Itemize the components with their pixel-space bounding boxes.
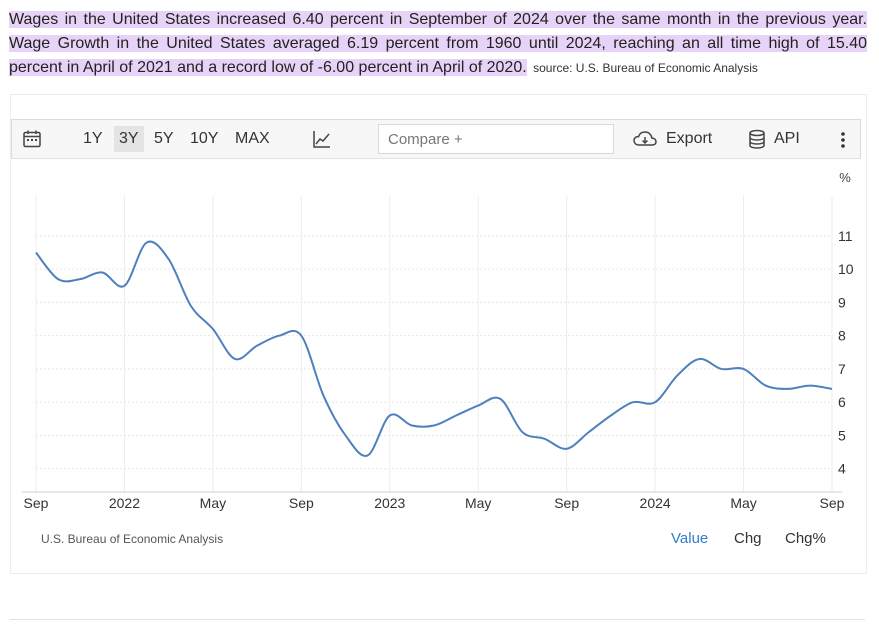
x-tick-label: 2024	[640, 495, 671, 511]
y-tick-label: 9	[838, 294, 846, 310]
cloud-download-icon[interactable]	[632, 129, 658, 149]
y-tick-label: 10	[838, 261, 854, 277]
y-tick-label: 7	[838, 361, 846, 377]
range-max-button[interactable]: MAX	[235, 130, 270, 147]
range-10y-button[interactable]: 10Y	[190, 130, 219, 147]
compare-input[interactable]	[378, 124, 614, 154]
x-tick-label: 2022	[109, 495, 140, 511]
range-3y-button[interactable]: 3Y	[114, 126, 144, 152]
tab-value[interactable]: Value	[671, 530, 709, 547]
database-icon[interactable]	[747, 129, 767, 150]
line-chart: % 4 5 6 7 8 9 10 11 Sep 2022 May Sep 2023 May Sep 2024…	[22, 170, 854, 511]
footer-source: U.S. Bureau of Economic Analysis	[41, 532, 224, 546]
y-axis-ticks: 4 5 6 7 8 9 10 11	[838, 228, 854, 477]
more-options-icon[interactable]	[838, 130, 848, 150]
series-line	[35, 240, 833, 457]
x-axis-ticks: Sep 2022 May Sep 2023 May Sep 2024 May Sep	[24, 495, 845, 511]
x-tick-label: May	[465, 495, 491, 511]
y-tick-label: 5	[838, 427, 846, 443]
chart-toolbar: 1Y 3Y 5Y 10Y MAX Export API	[11, 119, 861, 159]
x-tick-label: May	[730, 495, 756, 511]
calendar-icon[interactable]	[22, 129, 42, 149]
tab-chg[interactable]: Chg	[734, 530, 762, 547]
range-1y-button[interactable]: 1Y	[83, 130, 103, 147]
summary-text: Wages in the United States increased 6.4…	[9, 11, 867, 76]
y-tick-label: 4	[838, 461, 846, 477]
x-tick-label: Sep	[554, 495, 579, 511]
y-unit-label: %	[839, 170, 851, 185]
range-5y-button[interactable]: 5Y	[154, 130, 174, 147]
x-tick-label: Sep	[289, 495, 314, 511]
next-section-card	[10, 619, 865, 640]
summary-source: source: U.S. Bureau of Economic Analysis	[533, 61, 758, 75]
chart-grid	[22, 196, 842, 493]
y-tick-label: 6	[838, 394, 846, 410]
api-button[interactable]: API	[774, 130, 800, 147]
chart-card	[10, 94, 867, 574]
y-tick-label: 11	[838, 228, 853, 244]
line-chart-type-icon[interactable]	[312, 129, 332, 149]
x-tick-label: May	[200, 495, 226, 511]
y-tick-label: 8	[838, 328, 846, 344]
x-tick-label: Sep	[820, 495, 845, 511]
export-button[interactable]: Export	[666, 130, 713, 147]
summary-paragraph: Wages in the United States increased 6.4…	[9, 8, 867, 80]
x-tick-label: 2023	[374, 495, 405, 511]
tab-chg-percent[interactable]: Chg%	[785, 530, 826, 547]
x-tick-label: Sep	[24, 495, 49, 511]
